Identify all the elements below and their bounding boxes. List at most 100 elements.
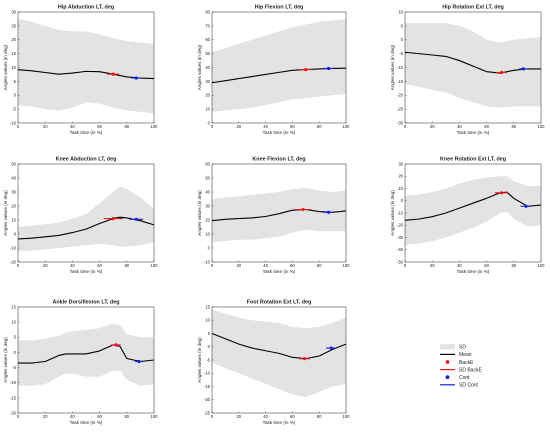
- x-axis-label: Task time (in %): [70, 420, 103, 425]
- y-tick-label: 60: [205, 161, 210, 166]
- y-tick-label: -10: [397, 210, 404, 215]
- x-tick-label: 60: [290, 124, 295, 129]
- y-tick-label: 0: [14, 231, 17, 236]
- chart-title: Knee Abduction LT, deg: [56, 157, 117, 163]
- chart-panel-1: 0 20 40 60 80 100 -10 -5 0 5 10 15 20 25 30 Hip Abducti…: [3, 5, 158, 136]
- x-tick-label: 0: [404, 263, 407, 268]
- y-tick-label: -20: [204, 397, 211, 402]
- axes-box: [211, 163, 347, 263]
- y-tick-label: 70: [205, 23, 210, 28]
- legend-swatch-sd: [440, 344, 455, 350]
- y-tick-label: 5: [14, 335, 17, 340]
- x-tick-label: 40: [70, 414, 75, 419]
- y-tick-label: 40: [11, 175, 16, 180]
- x-tick-label: 40: [457, 124, 462, 129]
- backe-point: [304, 67, 308, 72]
- x-tick-label: 60: [484, 124, 489, 129]
- x-tick-label: 80: [317, 124, 322, 129]
- x-axis-label: Task time (in %): [457, 269, 490, 274]
- x-tick-label: 20: [43, 414, 48, 419]
- x-tick-label: 40: [263, 263, 268, 268]
- y-axis-label: Angles values (in deg): [3, 337, 8, 383]
- y-tick-label: -15: [397, 79, 404, 84]
- x-tick-label: 0: [211, 263, 214, 268]
- y-tick-label: 15: [205, 304, 210, 309]
- cont-point: [524, 204, 528, 208]
- x-axis-label: Task time (in %): [263, 269, 296, 274]
- y-tick-label: 40: [205, 65, 210, 70]
- y-tick-label: 10: [398, 9, 403, 14]
- y-tick-label: -20: [10, 410, 17, 415]
- legend-label: SD Cont: [459, 383, 479, 389]
- y-tick-label: -5: [12, 365, 16, 370]
- mean-line: [17, 69, 155, 80]
- sd-band: [18, 323, 154, 386]
- y-tick-label: 10: [205, 107, 210, 112]
- y-tick-label: -10: [204, 371, 211, 376]
- y-tick-label: 50: [205, 51, 210, 56]
- y-tick-label: -50: [397, 259, 404, 264]
- x-tick-label: 0: [211, 124, 214, 129]
- y-tick-label: -10: [397, 65, 404, 70]
- chart-title: Hip Flexion LT, deg: [255, 5, 304, 11]
- y-tick-label: 30: [205, 203, 210, 208]
- y-axis-label: Angles values (in deg): [390, 44, 395, 90]
- legend-swatch-cont: [445, 375, 450, 380]
- x-tick-label: 80: [317, 263, 322, 268]
- y-tick-label: -15: [204, 384, 211, 389]
- cont-point: [521, 67, 525, 71]
- y-tick-label: -10: [204, 259, 211, 264]
- y-tick-label: 50: [11, 161, 16, 166]
- y-tick-label: 20: [11, 37, 16, 42]
- y-axis-label: Angles values (in deg): [3, 44, 8, 90]
- y-tick-label: 25: [11, 23, 16, 28]
- y-tick-label: 10: [205, 318, 210, 323]
- chart-panel-6: 0 20 40 60 80 100 -50 -40 -30 -20 -10 0 10 20 30 Knee R…: [390, 157, 545, 275]
- x-tick-label: 80: [124, 124, 129, 129]
- x-tick-label: 80: [124, 414, 129, 419]
- axes-box: [17, 163, 155, 263]
- backe-point: [499, 191, 504, 195]
- y-tick-label: -25: [204, 410, 211, 415]
- x-tick-label: 60: [97, 414, 102, 419]
- y-tick-label: -5: [399, 51, 403, 56]
- cont-point: [134, 217, 138, 221]
- y-tick-label: -20: [10, 259, 17, 264]
- x-tick-label: 60: [484, 263, 489, 268]
- x-tick-label: 20: [430, 263, 435, 268]
- x-tick-label: 0: [404, 124, 407, 129]
- y-axis-label: Angles values (in deg): [3, 190, 8, 236]
- x-axis-label: Task time (in %): [457, 130, 490, 135]
- y-tick-label: 20: [205, 217, 210, 222]
- chart-title: Knee Rotation Ext LT, deg: [440, 157, 506, 163]
- y-axis-label: Angles values (in deg): [197, 44, 202, 90]
- y-tick-label: 0: [401, 198, 404, 203]
- x-tick-label: 40: [70, 263, 75, 268]
- mean-line: [18, 344, 155, 364]
- x-tick-label: 60: [97, 263, 102, 268]
- x-tick-label: 20: [43, 263, 48, 268]
- cont-point: [134, 76, 138, 80]
- chart-title: Knee Flexion LT, deg: [252, 157, 305, 163]
- legend-label: BackE: [459, 360, 474, 366]
- sd-band: [405, 23, 541, 108]
- x-tick-label: 60: [290, 263, 295, 268]
- y-tick-label: 0: [208, 344, 211, 349]
- mean-line: [211, 332, 347, 360]
- y-axis-label: Angles values (in deg): [390, 190, 395, 236]
- y-tick-label: -10: [10, 380, 17, 385]
- chart-title: Hip Abduction LT, deg: [58, 5, 114, 11]
- x-tick-label: 0: [17, 124, 20, 129]
- axes-box: [17, 306, 155, 414]
- y-tick-label: -5: [12, 107, 16, 112]
- y-tick-label: 0: [14, 93, 17, 98]
- x-tick-label: 100: [343, 414, 351, 419]
- y-tick-label: 5: [208, 331, 211, 336]
- y-tick-label: -15: [10, 395, 17, 400]
- backe-point: [111, 72, 115, 76]
- y-tick-label: -10: [10, 245, 17, 250]
- chart-title: Foot Rotation Ext LT, deg: [247, 300, 312, 306]
- sd-band: [212, 18, 346, 112]
- x-tick-label: 100: [151, 263, 159, 268]
